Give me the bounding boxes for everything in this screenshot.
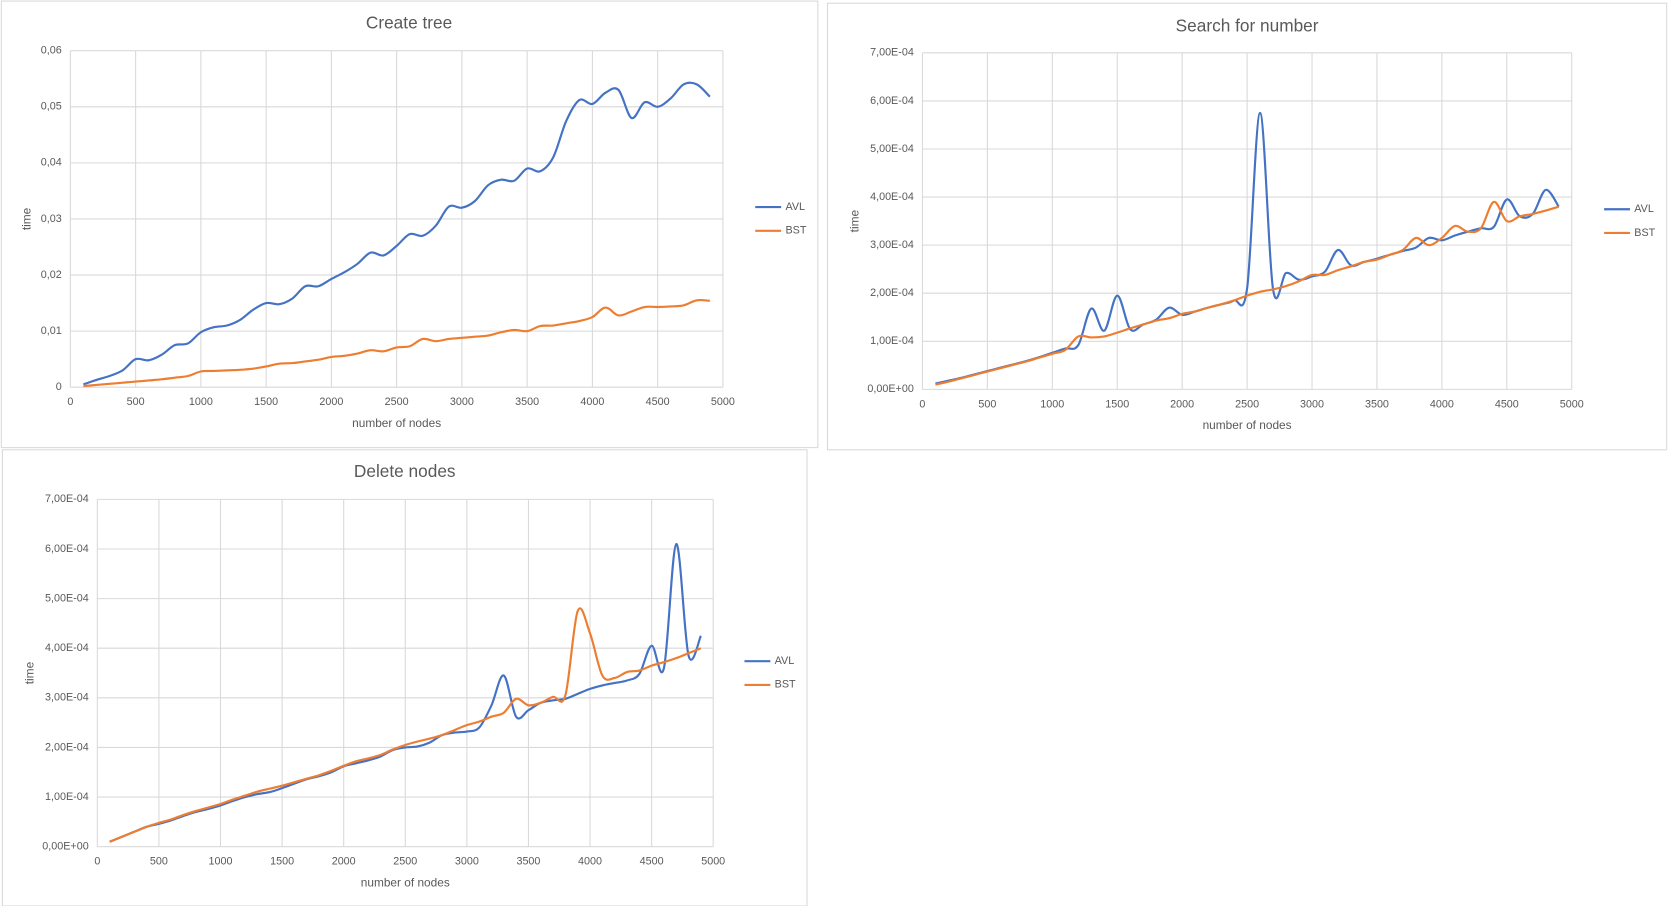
chart-frame — [0, 0, 819, 449]
x-tick-label: 2500 — [1235, 398, 1259, 410]
x-tick-label: 5000 — [1560, 398, 1584, 410]
y-tick-label: 0,00E+00 — [42, 841, 88, 853]
y-tick-label: 1,00E-04 — [870, 335, 914, 347]
x-tick-label: 1000 — [189, 396, 213, 408]
series-line — [109, 607, 702, 843]
x-axis-label: number of nodes — [1203, 418, 1292, 432]
x-tick-label: 4500 — [1495, 398, 1519, 410]
y-tick-label: 5,00E-04 — [870, 143, 914, 155]
y-tick-label: 0,01 — [41, 325, 62, 337]
x-tick-label: 3500 — [1365, 398, 1389, 410]
x-tick-label: 0 — [94, 856, 100, 868]
chart-title: Delete nodes — [354, 461, 456, 481]
y-tick-label: 6,00E-04 — [870, 95, 914, 107]
y-tick-label: 0,02 — [41, 269, 62, 281]
series-line — [109, 542, 702, 843]
series-line — [83, 298, 710, 388]
y-tick-label: 2,00E-04 — [45, 741, 89, 753]
x-tick-label: 1500 — [270, 856, 294, 868]
chart-title: Search for number — [1176, 16, 1319, 36]
x-tick-label: 3000 — [455, 856, 479, 868]
x-tick-label: 1500 — [254, 396, 278, 408]
x-tick-label: 500 — [127, 396, 145, 408]
y-tick-label: 0,03 — [41, 213, 62, 225]
x-axis-label: number of nodes — [361, 875, 450, 889]
x-tick-label: 5000 — [701, 856, 725, 868]
y-tick-label: 4,00E-04 — [870, 191, 914, 203]
x-tick-label: 2000 — [1170, 398, 1194, 410]
x-tick-label: 4000 — [580, 396, 604, 408]
legend-label: AVL — [785, 201, 805, 213]
x-tick-label: 500 — [150, 856, 168, 868]
series-line — [935, 200, 1560, 386]
x-tick-label: 3500 — [516, 856, 540, 868]
chart-title: Create tree — [366, 12, 452, 32]
y-tick-label: 7,00E-04 — [45, 493, 89, 505]
x-tick-label: 1000 — [1040, 398, 1064, 410]
legend-label: BST — [775, 679, 796, 691]
x-tick-label: 0 — [919, 398, 925, 410]
chart-frame — [1, 449, 808, 906]
y-tick-label: 5,00E-04 — [45, 592, 89, 604]
series-line — [83, 81, 711, 386]
x-tick-label: 1000 — [209, 856, 233, 868]
y-tick-label: 1,00E-04 — [45, 791, 89, 803]
y-tick-label: 7,00E-04 — [870, 47, 914, 59]
y-tick-label: 0 — [56, 381, 62, 393]
legend-label: BST — [1634, 227, 1655, 239]
y-axis-label: time — [19, 207, 33, 230]
x-tick-label: 4500 — [640, 856, 664, 868]
x-tick-label: 3500 — [515, 396, 539, 408]
y-tick-label: 3,00E-04 — [45, 692, 89, 704]
x-tick-label: 4500 — [646, 396, 670, 408]
y-tick-label: 0,04 — [41, 157, 62, 169]
x-tick-label: 500 — [978, 398, 996, 410]
y-tick-label: 0,06 — [41, 45, 62, 57]
x-tick-label: 2500 — [393, 856, 417, 868]
x-tick-label: 1500 — [1105, 398, 1129, 410]
x-tick-label: 2000 — [319, 396, 343, 408]
y-tick-label: 0,00E+00 — [867, 383, 913, 395]
y-tick-label: 4,00E-04 — [45, 642, 89, 654]
x-tick-label: 3000 — [1300, 398, 1324, 410]
y-axis-label: time — [23, 661, 37, 684]
y-axis-label: time — [848, 210, 862, 233]
legend-label: BST — [785, 225, 806, 237]
y-tick-label: 2,00E-04 — [870, 287, 914, 299]
x-tick-label: 3000 — [450, 396, 474, 408]
y-tick-label: 6,00E-04 — [45, 543, 89, 555]
y-tick-label: 3,00E-04 — [870, 239, 914, 251]
x-tick-label: 5000 — [711, 396, 735, 408]
x-tick-label: 4000 — [1430, 398, 1454, 410]
x-tick-label: 2500 — [385, 396, 409, 408]
legend-label: AVL — [775, 655, 795, 667]
x-axis-label: number of nodes — [352, 416, 441, 430]
x-tick-label: 4000 — [578, 856, 602, 868]
x-tick-label: 0 — [67, 396, 73, 408]
x-tick-label: 2000 — [332, 856, 356, 868]
y-tick-label: 0,05 — [41, 101, 62, 113]
legend-label: AVL — [1634, 203, 1654, 215]
